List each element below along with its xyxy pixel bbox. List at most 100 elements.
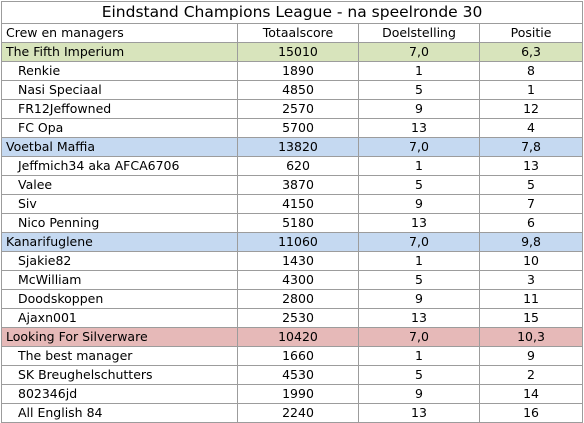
manager-row: FC Opa 5700 13 4 [1,118,584,138]
manager-goal: 13 [358,308,480,328]
header-row: Crew en managers Totaalscore Doelstellin… [1,23,584,43]
manager-name: Valee [1,175,238,195]
team-score: 10420 [237,327,359,347]
team-name: Kanarifuglene [1,232,238,252]
manager-position: 13 [478,156,584,176]
header-positie: Positie [478,23,584,43]
manager-position: 8 [478,61,584,81]
manager-position: 7 [478,194,584,214]
manager-goal: 1 [358,156,480,176]
manager-position: 12 [478,99,584,119]
manager-name: Jeffmich34 aka AFCA6706 [1,156,238,176]
team-score: 11060 [237,232,359,252]
manager-row: Sjakie82 1430 1 10 [1,251,584,271]
manager-score: 4300 [237,270,359,290]
team-row: Kanarifuglene 11060 7,0 9,8 [1,232,584,252]
manager-score: 1430 [237,251,359,271]
team-position: 7,8 [478,137,584,157]
manager-goal: 1 [358,251,480,271]
manager-goal: 9 [358,384,480,404]
manager-row: Siv 4150 9 7 [1,194,584,214]
manager-score: 4530 [237,365,359,385]
manager-goal: 5 [358,175,480,195]
manager-name: Nasi Speciaal [1,80,238,100]
manager-goal: 13 [358,213,480,233]
manager-goal: 13 [358,118,480,138]
table-title: Eindstand Champions League - na speelron… [0,1,584,24]
manager-name: FC Opa [1,118,238,138]
manager-name: Renkie [1,61,238,81]
manager-name: FR12Jeffowned [1,99,238,119]
manager-name: Sjakie82 [1,251,238,271]
manager-name: SK Breughelschutters [1,365,238,385]
team-score: 15010 [237,42,359,62]
manager-name: McWilliam [1,270,238,290]
manager-goal: 5 [358,365,480,385]
manager-goal: 1 [358,346,480,366]
manager-name: Ajaxn001 [1,308,238,328]
manager-row: Nasi Speciaal 4850 5 1 [1,80,584,100]
manager-score: 2570 [237,99,359,119]
manager-score: 5180 [237,213,359,233]
team-row: Voetbal Maffia 13820 7,0 7,8 [1,137,584,157]
manager-position: 2 [478,365,584,385]
manager-position: 14 [478,384,584,404]
manager-position: 6 [478,213,584,233]
manager-position: 15 [478,308,584,328]
manager-position: 9 [478,346,584,366]
manager-row: Ajaxn001 2530 13 15 [1,308,584,328]
manager-row: Doodskoppen 2800 9 11 [1,289,584,309]
team-name: Looking For Silverware [1,327,238,347]
manager-position: 3 [478,270,584,290]
manager-position: 11 [478,289,584,309]
manager-position: 5 [478,175,584,195]
team-name: The Fifth Imperium [1,42,238,62]
team-goal: 7,0 [358,42,480,62]
manager-goal: 5 [358,270,480,290]
team-goal: 7,0 [358,327,480,347]
header-totaalscore: Totaalscore [237,23,359,43]
team-score: 13820 [237,137,359,157]
manager-position: 1 [478,80,584,100]
manager-score: 2530 [237,308,359,328]
team-position: 9,8 [478,232,584,252]
manager-goal: 9 [358,99,480,119]
manager-row: SK Breughelschutters 4530 5 2 [1,365,584,385]
manager-name: Nico Penning [1,213,238,233]
manager-name: 802346jd [1,384,238,404]
manager-score: 1990 [237,384,359,404]
header-doelstelling: Doelstelling [358,23,480,43]
manager-score: 4150 [237,194,359,214]
team-row: The Fifth Imperium 15010 7,0 6,3 [1,42,584,62]
manager-row: FR12Jeffowned 2570 9 12 [1,99,584,119]
manager-row: Jeffmich34 aka AFCA6706 620 1 13 [1,156,584,176]
manager-row: Valee 3870 5 5 [1,175,584,195]
team-position: 10,3 [478,327,584,347]
manager-row: The best manager 1660 1 9 [1,346,584,366]
manager-row: Renkie 1890 1 8 [1,61,584,81]
manager-score: 5700 [237,118,359,138]
manager-position: 10 [478,251,584,271]
manager-score: 620 [237,156,359,176]
manager-score: 1660 [237,346,359,366]
title-row: Eindstand Champions League - na speelron… [0,1,584,24]
manager-name: The best manager [1,346,238,366]
team-name: Voetbal Maffia [1,137,238,157]
manager-score: 3870 [237,175,359,195]
manager-goal: 9 [358,194,480,214]
team-goal: 7,0 [358,232,480,252]
manager-row: McWilliam 4300 5 3 [1,270,584,290]
team-goal: 7,0 [358,137,480,157]
manager-score: 1890 [237,61,359,81]
header-crew: Crew en managers [1,23,238,43]
manager-name: Doodskoppen [1,289,238,309]
manager-name: Siv [1,194,238,214]
manager-goal: 5 [358,80,480,100]
team-position: 6,3 [478,42,584,62]
manager-row: 802346jd 1990 9 14 [1,384,584,404]
manager-goal: 1 [358,61,480,81]
manager-goal: 9 [358,289,480,309]
manager-position: 4 [478,118,584,138]
